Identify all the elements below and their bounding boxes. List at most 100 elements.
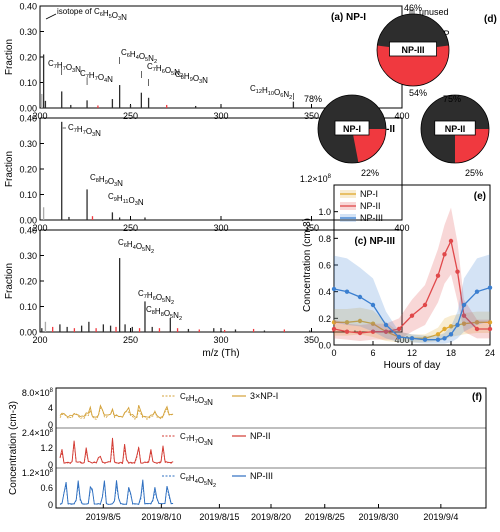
y-axis-label: Fraction: [4, 263, 15, 299]
legend-label: NP-I: [360, 189, 378, 199]
series-point: [448, 238, 454, 244]
x-tick-label: 250: [123, 223, 138, 233]
series-point: [357, 318, 363, 324]
y-tick-label: 0.20: [19, 53, 37, 63]
y-tick-label: 0.00: [19, 104, 37, 114]
x-tick-label: 400: [394, 111, 409, 121]
series-point: [435, 337, 441, 342]
panel-f-label: (f): [472, 392, 482, 403]
panel-e-diurnal: (e) 0.0 0.2 0.4 0.6 0.8 1.0 1.2×108 0 6 12 18 24 Hour…: [300, 174, 495, 371]
pie-non-np-percent: 22%: [361, 168, 379, 178]
y-tick-label: 0.2: [318, 314, 331, 324]
panel-c-label: (c) NP-III: [354, 236, 395, 247]
series-point: [448, 332, 454, 337]
series-point: [396, 334, 402, 340]
y-tick-label: 0.0: [318, 341, 331, 351]
series-point: [409, 313, 415, 318]
legend-band: [340, 214, 356, 222]
series-point: [455, 269, 460, 274]
pie-outline: [376, 13, 450, 87]
series-point: [422, 302, 428, 308]
series-point: [461, 313, 467, 318]
series-point: [344, 289, 350, 294]
pie-outline: [420, 94, 490, 164]
y-tick-label: 0.00: [19, 216, 37, 226]
y-tick-label: 0.30: [19, 251, 37, 261]
y-tick-label: 0.40: [19, 226, 37, 236]
peak-annotation: isotope of C6H5O3N: [57, 7, 127, 22]
peak-annotation: C7H6O5N2: [138, 289, 174, 306]
y-tick-label: 0: [48, 420, 53, 430]
panel-a-label: (a) NP-I: [331, 12, 366, 23]
y-axis-label: Fraction: [4, 151, 15, 187]
pie-non-np-percent: 25%: [465, 168, 483, 178]
series-point: [370, 329, 376, 334]
legend-band: [340, 190, 356, 198]
x-axis-label: Hours of day: [384, 360, 441, 371]
series-point: [357, 330, 363, 336]
peak-annotation: C7H7O3N: [48, 59, 81, 74]
x-axis-label: m/z (Th): [202, 348, 239, 359]
series-point: [383, 322, 389, 328]
series-point: [442, 326, 447, 332]
x-tick-label: 250: [123, 335, 138, 345]
pie-outline: [317, 94, 387, 164]
y-tick-label: 0: [48, 460, 53, 470]
x-tick-label: 350: [304, 223, 319, 233]
legend-label: NP-II: [250, 431, 271, 441]
x-tick-label: 0: [331, 348, 336, 358]
peak-annotation: C7H7O3N: [68, 123, 101, 138]
x-tick-label: 12: [407, 348, 417, 358]
series-point: [435, 332, 441, 337]
y-tick-label: 0.20: [19, 165, 37, 175]
pie-name-box: [389, 41, 437, 57]
peak-annotation: C12H10O6N2: [250, 84, 292, 101]
x-tick-label: 2019/8/10: [141, 512, 181, 522]
y-tick-label: 0.20: [19, 277, 37, 287]
y-axis-label: Concentration (cm-3): [8, 401, 19, 495]
y-tick-label: 1.2: [40, 443, 53, 453]
x-tick-label: 2019/9/4: [423, 512, 458, 522]
x-tick-label: 2019/8/15: [199, 512, 239, 522]
x-tick-label: 300: [213, 223, 228, 233]
peak-annotation: C6H4O5N2: [118, 238, 154, 255]
y-tick-label: 0.30: [19, 27, 37, 37]
x-tick-label: 400: [394, 223, 409, 233]
y-tick-label: 0.10: [19, 302, 37, 312]
y-tick-label: 0.00: [19, 328, 37, 338]
legend-label: unused: [419, 7, 449, 17]
y-tick-label: 0.6: [318, 261, 331, 271]
panel-f-frame: [55, 387, 487, 509]
pie-name: NP-I: [343, 124, 361, 134]
x-tick-label: 300: [213, 111, 228, 121]
x-tick-label: 400: [394, 335, 409, 345]
series-point: [448, 324, 454, 329]
pie-np-percent: 46%: [404, 3, 422, 13]
y-tick-label: 0.10: [19, 190, 37, 200]
x-tick-label: 2019/8/5: [86, 512, 121, 522]
series-point: [474, 289, 480, 294]
series-point: [344, 320, 350, 325]
pie-slice-non-np: [352, 129, 386, 163]
peak-annotation: C8H9O3N: [90, 173, 123, 188]
series-point: [461, 321, 467, 326]
series-dashed: [59, 441, 174, 465]
legend-label: C6H4O5N2: [180, 472, 216, 489]
y-tick-label: 2.4×108: [22, 428, 54, 438]
x-tick-label: 200: [32, 111, 47, 121]
series-point: [487, 326, 493, 332]
peak-annotation: C6H4O5N2: [121, 48, 157, 65]
series-point: [331, 320, 337, 325]
series-point: [396, 326, 402, 332]
x-tick-label: 2019/8/25: [305, 512, 345, 522]
series-point: [344, 329, 350, 334]
series-point: [487, 285, 493, 290]
series-point: [422, 337, 428, 342]
series-point: [370, 321, 376, 326]
y-axis-label: Fraction: [4, 39, 15, 75]
panel-e-label: (e): [474, 191, 486, 202]
y-tick-label: 0.4: [318, 287, 331, 297]
uncertainty-band: [334, 254, 490, 344]
